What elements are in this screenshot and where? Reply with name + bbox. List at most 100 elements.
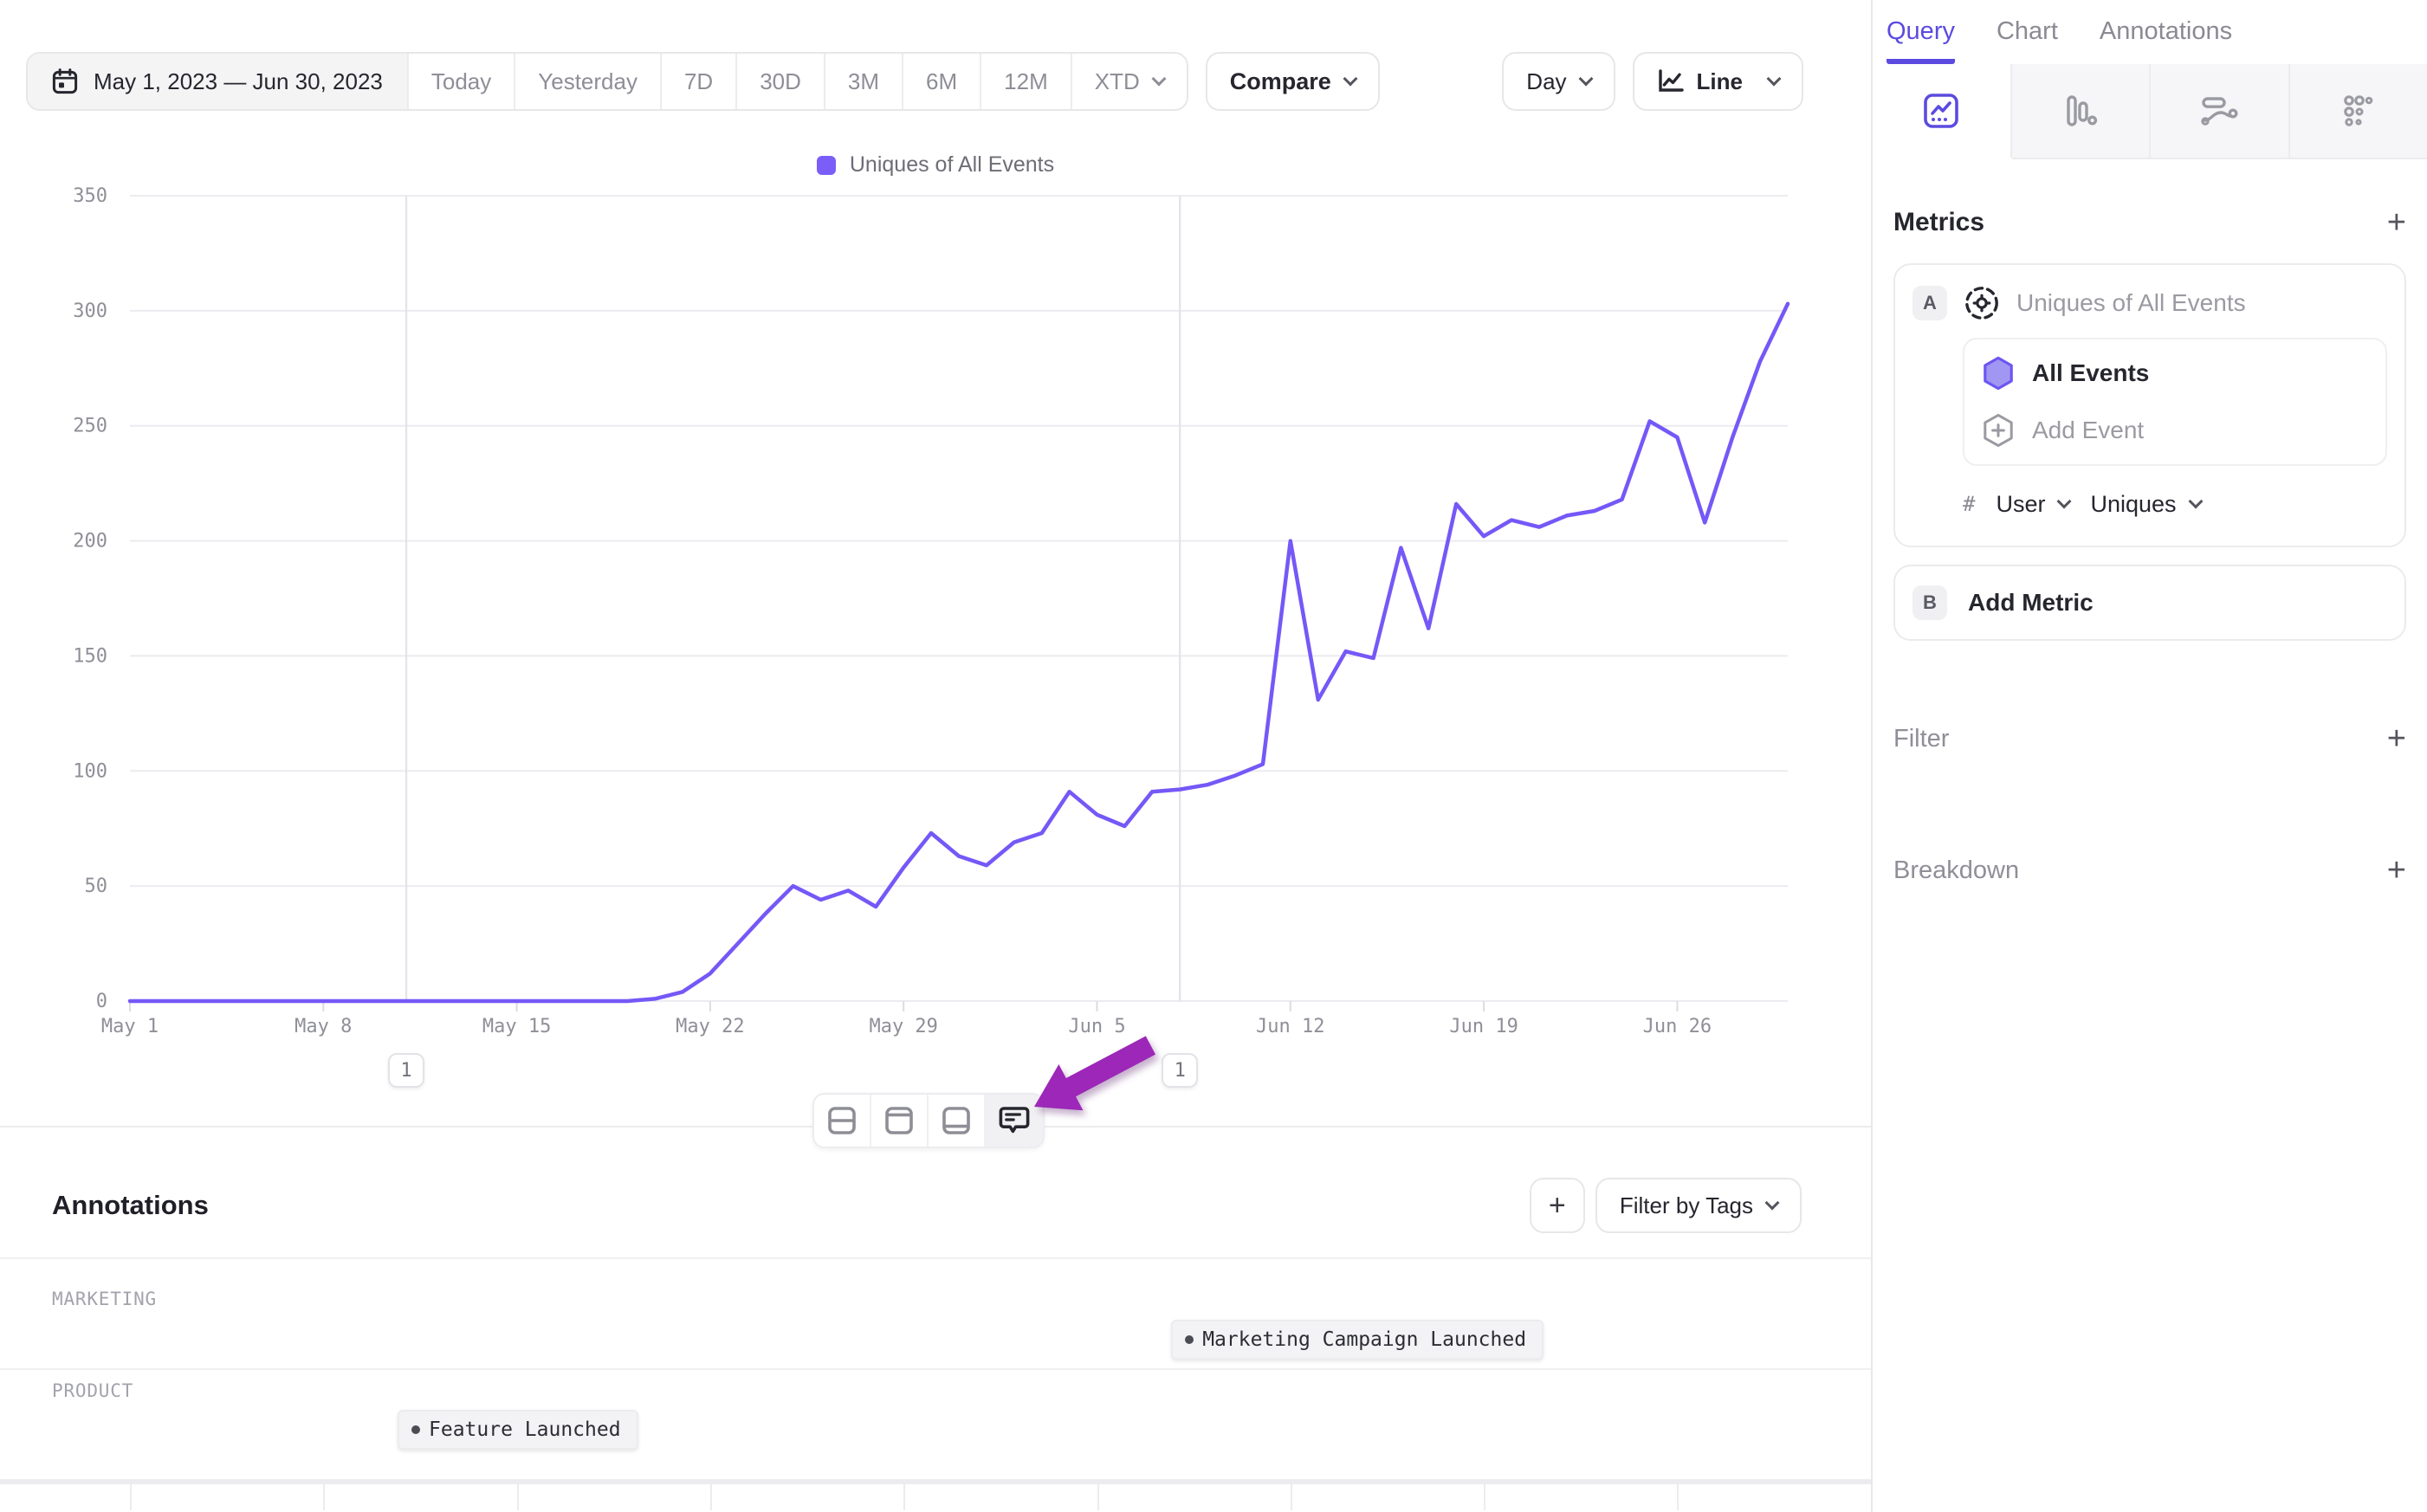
sidebar-content: Metrics + A Uniques of All Events xyxy=(1873,206,2427,887)
panel-top-icon xyxy=(884,1106,914,1135)
xtd-label: XTD xyxy=(1094,68,1140,94)
chevron-down-icon xyxy=(1151,71,1167,87)
x-axis-label: Jun 26 xyxy=(1643,1016,1712,1037)
annotation-count-chip[interactable]: 1 xyxy=(1162,1053,1199,1088)
preset-12m-button[interactable]: 12M xyxy=(981,54,1072,109)
chart-type-dropdown[interactable]: Line xyxy=(1632,52,1803,111)
granularity-dropdown[interactable]: Day xyxy=(1502,52,1615,111)
timeline-tick xyxy=(323,1479,326,1510)
add-breakdown-plus-icon[interactable]: + xyxy=(2386,852,2406,888)
legend-swatch[interactable] xyxy=(816,155,836,175)
event-hexagon-icon xyxy=(1982,356,2015,391)
annotation-dot-icon xyxy=(411,1425,420,1434)
tab-chart[interactable]: Chart xyxy=(1996,17,2058,45)
annotation-dot-icon xyxy=(1185,1335,1194,1344)
y-axis-label: 50 xyxy=(85,876,108,897)
preset-yesterday-button[interactable]: Yesterday xyxy=(515,54,662,109)
annotation-group-marketing: MARKETING xyxy=(52,1289,157,1309)
metrics-header: Metrics + xyxy=(1893,206,2406,239)
sidebar-tabs: Query Chart Annotations xyxy=(1873,0,2427,64)
preset-7d-button[interactable]: 7D xyxy=(661,54,738,109)
add-metric-plus-icon[interactable]: + xyxy=(2386,204,2406,241)
calendar-icon xyxy=(52,68,78,94)
chart-canvas[interactable]: 0 50 100 150 200 250 300 350 May 1 May 8 May 15 May… xyxy=(0,173,1871,1117)
y-axis-label: 300 xyxy=(73,300,107,322)
tab-query[interactable]: Query xyxy=(1887,17,1955,64)
row-divider xyxy=(0,1257,1871,1259)
add-event-row[interactable]: Add Event xyxy=(1982,402,2368,459)
add-filter-plus-icon[interactable]: + xyxy=(2386,720,2406,757)
compare-label: Compare xyxy=(1229,68,1331,94)
y-axis-label: 150 xyxy=(73,645,107,667)
y-axis-label: 200 xyxy=(73,531,107,552)
compare-dropdown[interactable]: Compare xyxy=(1205,52,1380,111)
split-rows-icon xyxy=(827,1106,857,1135)
aggregation-dropdown[interactable]: Uniques xyxy=(2090,491,2204,518)
insights-view-button[interactable] xyxy=(1873,64,2012,158)
preset-30d-button[interactable]: 30D xyxy=(737,54,825,109)
add-annotation-button[interactable]: + xyxy=(1529,1178,1585,1233)
entity-dropdown[interactable]: User xyxy=(1996,491,2072,518)
insights-icon xyxy=(1922,92,1960,130)
chevron-down-icon xyxy=(1578,71,1594,87)
date-range-group: May 1, 2023 — Jun 30, 2023 Today Yesterd… xyxy=(26,52,1188,111)
chevron-down-icon xyxy=(1764,1195,1780,1211)
panel-bottom-button[interactable] xyxy=(929,1095,986,1147)
filter-label: Filter xyxy=(1893,724,1950,753)
preset-xtd-dropdown[interactable]: XTD xyxy=(1071,54,1187,109)
comment-annotation-button[interactable] xyxy=(986,1095,1043,1147)
date-range-button[interactable]: May 1, 2023 — Jun 30, 2023 xyxy=(28,54,409,109)
y-axis-label: 0 xyxy=(96,991,107,1012)
legend-label: Uniques of All Events xyxy=(849,152,1055,177)
chevron-down-icon xyxy=(1766,71,1782,87)
preset-3m-button[interactable]: 3M xyxy=(825,54,904,109)
count-symbol: # xyxy=(1963,492,1976,516)
granularity-label: Day xyxy=(1526,68,1567,94)
timeline-tick xyxy=(1097,1479,1099,1510)
timeline-tick xyxy=(709,1479,712,1510)
add-event-hexagon-icon xyxy=(1982,413,2015,448)
split-rows-button[interactable] xyxy=(814,1095,871,1147)
chart-toolbar: May 1, 2023 — Jun 30, 2023 Today Yesterd… xyxy=(26,52,1803,111)
retention-icon xyxy=(2340,92,2378,130)
x-axis-label: Jun 19 xyxy=(1449,1016,1518,1037)
annotations-actions: + Filter by Tags xyxy=(1529,1178,1802,1233)
y-axis-label: 350 xyxy=(73,185,107,207)
annotation-badge-product[interactable]: Feature Launched xyxy=(398,1410,638,1450)
x-axis-label: Jun 12 xyxy=(1256,1016,1324,1037)
filter-by-tags-dropdown[interactable]: Filter by Tags xyxy=(1595,1178,1802,1233)
chart-type-label: Line xyxy=(1696,68,1743,94)
y-axis-label: 250 xyxy=(73,416,107,437)
annotations-timeline-axis xyxy=(0,1479,1871,1484)
annotations-header: Annotations + Filter by Tags xyxy=(52,1174,1802,1237)
metric-settings-gear-icon[interactable] xyxy=(1963,284,2001,322)
tab-annotations[interactable]: Annotations xyxy=(2099,17,2233,45)
panel-top-button[interactable] xyxy=(871,1095,929,1147)
line-chart[interactable]: 0 50 100 150 200 250 300 350 May 1 May 8 May 15 May… xyxy=(0,173,1871,1117)
x-axis-label: May 8 xyxy=(294,1016,352,1037)
chart-legend: Uniques of All Events xyxy=(0,152,1871,178)
funnels-view-button[interactable] xyxy=(2011,64,2151,158)
retention-view-button[interactable] xyxy=(2289,64,2427,158)
y-axis-label: 100 xyxy=(73,760,107,782)
date-range-label: May 1, 2023 — Jun 30, 2023 xyxy=(94,68,383,94)
annotations-title: Annotations xyxy=(52,1190,209,1220)
chevron-down-icon xyxy=(1343,71,1358,87)
preset-6m-button[interactable]: 6M xyxy=(903,54,982,109)
query-sidebar: Query Chart Annotations xyxy=(1871,0,2427,1512)
x-axis-label: May 15 xyxy=(482,1016,551,1037)
metric-a-title-row[interactable]: A Uniques of All Events xyxy=(1912,279,2387,327)
filter-by-tags-label: Filter by Tags xyxy=(1619,1192,1753,1218)
preset-today-button[interactable]: Today xyxy=(408,54,516,109)
annotation-count-chip[interactable]: 1 xyxy=(388,1053,424,1088)
event-label: All Events xyxy=(2032,359,2150,386)
flows-view-button[interactable] xyxy=(2151,64,2290,158)
event-row-all-events[interactable]: All Events xyxy=(1982,345,2368,402)
add-metric-card[interactable]: B Add Metric xyxy=(1893,565,2406,641)
annotation-badge-marketing[interactable]: Marketing Campaign Launched xyxy=(1171,1320,1544,1360)
metric-b-badge: B xyxy=(1912,585,1947,620)
chart-line-series[interactable] xyxy=(127,301,1790,1004)
metric-a-name[interactable]: Uniques of All Events xyxy=(2016,289,2246,316)
timeline-tick xyxy=(130,1479,132,1510)
